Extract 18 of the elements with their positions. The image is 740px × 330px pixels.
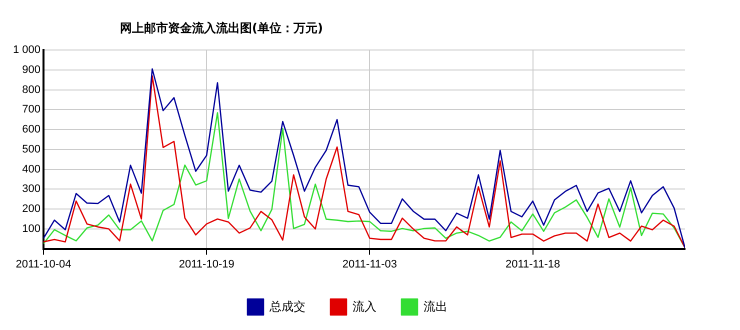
y-tick-label: 100 bbox=[22, 222, 41, 235]
chart-title: 网上邮市资金流入流出图(单位：万元) bbox=[120, 20, 323, 37]
x-tick-label: 2011-11-18 bbox=[505, 258, 560, 270]
legend-label: 流入 bbox=[352, 299, 376, 314]
y-tick-label: 900 bbox=[22, 64, 41, 76]
x-tick-label: 2011-11-03 bbox=[342, 258, 398, 270]
y-tick-label: 500 bbox=[22, 143, 41, 156]
y-tick-label: 700 bbox=[22, 104, 41, 116]
x-tick-label: 2011-10-19 bbox=[178, 258, 234, 270]
y-tick-label: 600 bbox=[22, 124, 41, 136]
x-tick-label: 2011-10-04 bbox=[16, 258, 72, 270]
legend-label: 总成交 bbox=[268, 299, 306, 314]
legend-label: 流出 bbox=[424, 299, 448, 314]
y-tick-label: 800 bbox=[22, 84, 41, 96]
y-tick-label: 400 bbox=[22, 163, 41, 176]
y-tick-label: 200 bbox=[22, 203, 41, 216]
y-tick-label: 1 000 bbox=[12, 44, 41, 56]
y-tick-label: 300 bbox=[22, 183, 41, 196]
